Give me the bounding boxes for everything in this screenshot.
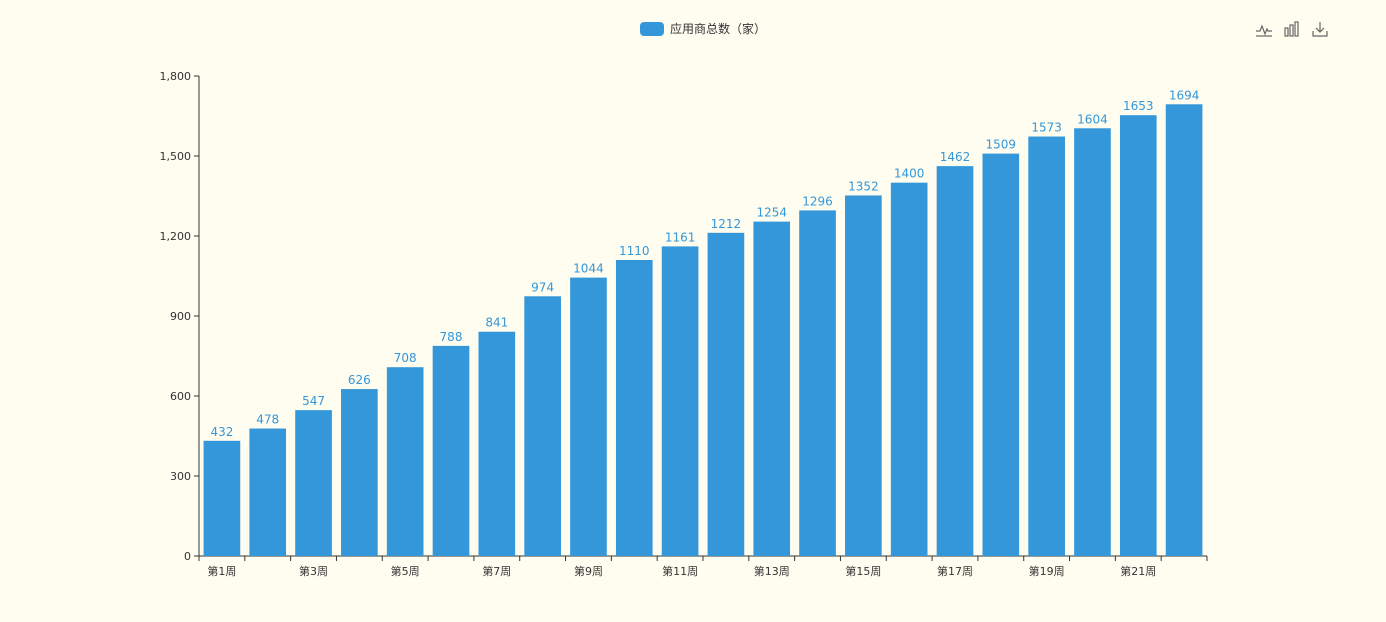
- y-tick-label: 900: [170, 310, 191, 323]
- data-label: 1212: [711, 217, 742, 231]
- bar[interactable]: [295, 410, 332, 556]
- data-label: 1694: [1169, 88, 1200, 102]
- bar[interactable]: [570, 277, 607, 556]
- data-label: 841: [485, 316, 508, 330]
- x-tick-label: 第11周: [662, 564, 698, 578]
- data-label: 1400: [894, 167, 925, 181]
- legend[interactable]: 应用商总数（家）: [640, 20, 766, 37]
- data-label: 1462: [940, 150, 971, 164]
- y-tick-label: 0: [184, 550, 191, 563]
- bar[interactable]: [936, 166, 974, 556]
- bar[interactable]: [1119, 115, 1157, 556]
- bar[interactable]: [615, 260, 653, 556]
- data-label: 626: [348, 373, 371, 387]
- y-tick-label: 300: [170, 470, 191, 483]
- data-label: 1254: [756, 206, 787, 220]
- data-label: 1509: [986, 138, 1017, 152]
- x-tick-label: 第9周: [574, 564, 603, 578]
- data-label: 788: [440, 330, 463, 344]
- bar[interactable]: [661, 246, 699, 556]
- y-tick-label: 1,500: [160, 150, 192, 163]
- data-label: 547: [302, 394, 325, 408]
- y-tick-label: 600: [170, 390, 191, 403]
- bar[interactable]: [753, 221, 791, 556]
- data-label: 432: [210, 425, 233, 439]
- x-tick-label: 第21周: [1120, 564, 1156, 578]
- x-tick-label: 第7周: [482, 564, 511, 578]
- data-label: 1573: [1031, 121, 1062, 135]
- bar[interactable]: [845, 195, 882, 556]
- bar[interactable]: [386, 367, 424, 556]
- x-tick-label: 第13周: [754, 564, 790, 578]
- data-label: 478: [256, 413, 279, 427]
- data-label: 974: [531, 280, 554, 294]
- data-label: 1110: [619, 244, 650, 258]
- bar[interactable]: [982, 153, 1020, 556]
- bar[interactable]: [524, 296, 561, 556]
- download-icon[interactable]: [1311, 20, 1329, 38]
- bar[interactable]: [341, 389, 378, 556]
- bar[interactable]: [478, 331, 516, 556]
- bar[interactable]: [1074, 128, 1111, 556]
- line-chart-icon[interactable]: [1255, 20, 1273, 38]
- x-tick-label: 第3周: [299, 564, 328, 578]
- bar[interactable]: [890, 182, 928, 556]
- y-tick-label: 1,800: [160, 70, 192, 83]
- data-label: 1352: [848, 179, 879, 193]
- x-tick-label: 第19周: [1029, 564, 1065, 578]
- y-tick-label: 1,200: [160, 230, 192, 243]
- legend-label[interactable]: 应用商总数（家）: [670, 22, 767, 36]
- bar[interactable]: [707, 232, 745, 557]
- data-label: 1044: [573, 262, 604, 276]
- bar[interactable]: [1165, 104, 1203, 557]
- data-label: 1653: [1123, 99, 1154, 113]
- bar[interactable]: [432, 345, 470, 556]
- x-tick-label: 第5周: [391, 564, 420, 578]
- data-label: 1604: [1077, 112, 1108, 126]
- bar[interactable]: [249, 428, 287, 556]
- data-label: 1296: [802, 194, 833, 208]
- data-label: 1161: [665, 230, 696, 244]
- x-tick-label: 第17周: [937, 564, 973, 578]
- legend-swatch[interactable]: [640, 21, 664, 36]
- bar[interactable]: [799, 210, 836, 556]
- bar[interactable]: [1028, 136, 1065, 557]
- x-tick-label: 第1周: [207, 564, 236, 578]
- toolbox: [1255, 20, 1329, 38]
- data-label: 708: [394, 351, 417, 365]
- bar-chart-icon[interactable]: [1283, 20, 1301, 38]
- bar[interactable]: [203, 440, 241, 556]
- x-tick-label: 第15周: [845, 564, 881, 578]
